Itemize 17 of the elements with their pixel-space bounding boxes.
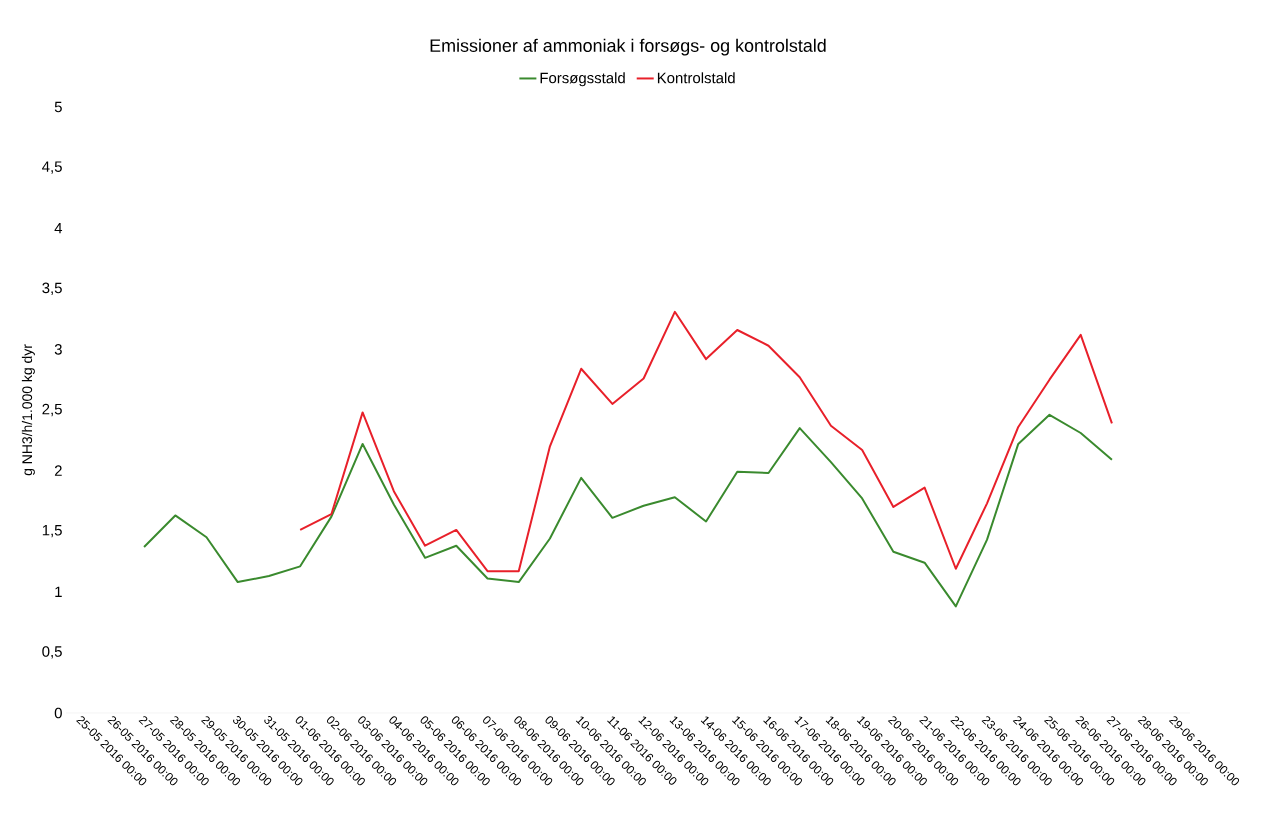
y-axis-title: g NH3/h/1.000 kg dyr [21, 344, 35, 476]
y-tick-label: 3 [54, 344, 62, 355]
y-tick-label: 3,5 [42, 282, 62, 295]
y-tick-label: 0 [54, 707, 62, 719]
y-tick-label: 2 [54, 465, 62, 476]
legend-label: Forsøgsstald [540, 72, 625, 87]
y-tick-label: 4,5 [42, 161, 62, 174]
chart-title: Emissioner af ammoniak i forsøgs- og kontrolstald [430, 38, 826, 56]
y-tick-label: 2,5 [42, 403, 62, 417]
legend-label: Kontrolstald [657, 72, 735, 84]
y-tick-label: 1 [55, 586, 62, 597]
line-series [299, 310, 1113, 573]
y-tick-label: 0,5 [42, 646, 62, 659]
y-tick-label: 5 [54, 101, 62, 113]
line-series [143, 413, 1113, 608]
y-tick-label: 1,5 [42, 525, 62, 538]
y-tick-label: 4 [54, 223, 63, 234]
